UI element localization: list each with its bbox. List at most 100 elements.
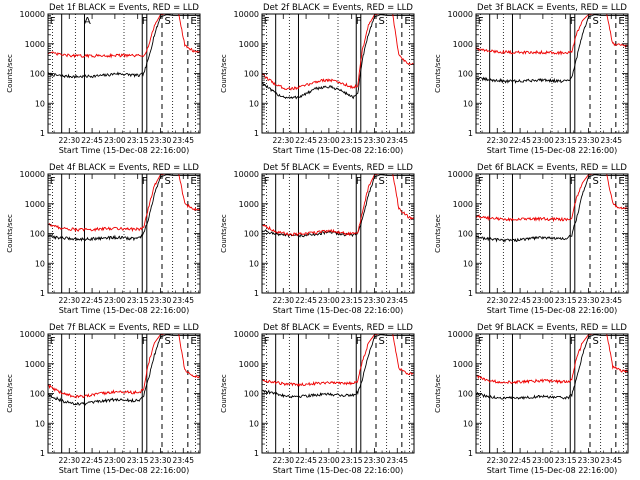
annotation-letter: S [379,16,385,27]
y-tick-label: 10 [249,419,259,428]
x-tick-label: 22:30 [486,136,508,145]
y-tick-label: 100 [458,390,473,399]
x-tick-label: 22:45 [295,136,317,145]
x-axis-label: Start Time (15-Dec-08 22:16:00) [273,146,404,155]
x-tick-label: 23:30 [578,136,600,145]
annotation-letter: F [478,16,484,27]
y-tick-label: 1 [254,289,259,298]
y-tick-label: 10000 [20,330,45,339]
y-tick-label: 100 [244,70,259,79]
x-tick-label: 23:00 [532,296,554,305]
annotation-letter: F [478,336,484,347]
y-tick-label: 1 [468,289,473,298]
panel-det-6f: Det 6f BLACK = Events, RED = LLD F F S E 1 10 1… [434,163,629,315]
y-tick-label: 1000 [239,200,259,209]
y-tick-label: 10000 [20,170,45,179]
y-tick-label: 1 [468,129,473,138]
annotation-letter: F [356,176,362,187]
panel-title: Det 9f BLACK = Events, RED = LLD [477,323,627,333]
y-tick-label: 1 [468,449,473,458]
series-lld-line [262,334,414,387]
annotation-letter: F [50,16,56,27]
y-tick-label: 1 [254,449,259,458]
y-tick-label: 10 [463,259,473,268]
panel-title: Det 2f BLACK = Events, RED = LLD [263,3,413,13]
panel-det-5f: Det 5f BLACK = Events, RED = LLD F F S E 1 10 1… [220,163,415,315]
annotation-letter: F [570,16,576,27]
series-lld-line [48,14,200,59]
panel-det-7f: Det 7f BLACK = Events, RED = LLD F F S E 1 10 1… [6,323,201,475]
annotation-letter: E [618,16,624,27]
x-tick-label: 22:30 [486,296,508,305]
x-tick-label: 23:30 [578,296,600,305]
x-tick-label: 22:45 [81,456,103,465]
plot-frame [261,13,415,134]
annotation-letter: F [356,336,362,347]
x-tick-label: 23:30 [364,296,386,305]
x-tick-label: 23:30 [150,296,172,305]
x-tick-label: 23:45 [600,136,622,145]
annotation-letter: S [593,336,599,347]
series-events-line [48,14,200,79]
x-tick-label: 22:30 [486,456,508,465]
panel-det-9f: Det 9f BLACK = Events, RED = LLD F F S E 1 10 1… [434,323,629,475]
series-events-line [476,14,628,84]
x-tick-label: 22:45 [81,296,103,305]
x-tick-label: 23:45 [386,136,408,145]
y-tick-label: 100 [30,230,45,239]
y-axis-label: Counts/sec [220,214,228,253]
annotation-letter: F [264,16,270,27]
annotation-letter: S [165,336,171,347]
series-lld-line [48,174,200,233]
x-tick-label: 22:30 [272,456,294,465]
y-tick-label: 1 [40,289,45,298]
x-tick-label: 23:15 [341,136,363,145]
x-tick-label: 23:45 [386,456,408,465]
y-tick-label: 10 [35,259,45,268]
x-tick-label: 22:45 [295,456,317,465]
x-tick-label: 23:45 [172,296,194,305]
annotation-letter: E [190,16,196,27]
y-axis-label: Counts/sec [6,214,14,253]
x-tick-label: 23:00 [532,136,554,145]
y-tick-label: 100 [30,390,45,399]
y-tick-label: 10000 [20,10,45,19]
plot-frame [47,333,201,454]
panel-data-layer [48,334,200,453]
series-lld-line [476,174,628,223]
x-tick-label: 22:30 [272,296,294,305]
x-tick-label: 23:00 [318,136,340,145]
x-tick-label: 22:45 [509,296,531,305]
series-events-line [262,174,414,238]
x-tick-label: 23:30 [150,136,172,145]
x-axis-label: Start Time (15-Dec-08 22:16:00) [59,306,190,315]
annotation-letter: E [618,336,624,347]
y-tick-label: 10 [249,259,259,268]
annotation-letter: E [404,176,410,187]
x-tick-label: 23:45 [172,136,194,145]
annotation-letter: S [379,336,385,347]
x-tick-label: 23:00 [104,296,126,305]
annotation-letter: F [478,176,484,187]
y-axis-label: Counts/sec [6,54,14,93]
annotation-letter: S [165,16,171,27]
y-tick-label: 100 [458,230,473,239]
y-tick-label: 1000 [453,40,473,49]
x-axis-label: Start Time (15-Dec-08 22:16:00) [487,146,618,155]
series-events-line [48,334,200,406]
series-lld-line [48,334,200,399]
x-axis-label: Start Time (15-Dec-08 22:16:00) [487,306,618,315]
plot-frame [47,173,201,294]
annotation-letter: F [142,176,148,187]
x-tick-label: 22:45 [81,136,103,145]
series-events-line [262,334,414,399]
y-tick-label: 10000 [448,330,473,339]
annotation-letter: F [264,176,270,187]
y-tick-label: 1000 [25,200,45,209]
x-tick-label: 22:30 [58,456,80,465]
annotation-letter: F [50,176,56,187]
annotation-letter: E [404,336,410,347]
panel-data-layer [48,174,200,293]
x-axis-label: Start Time (15-Dec-08 22:16:00) [273,306,404,315]
plot-frame [475,13,629,134]
